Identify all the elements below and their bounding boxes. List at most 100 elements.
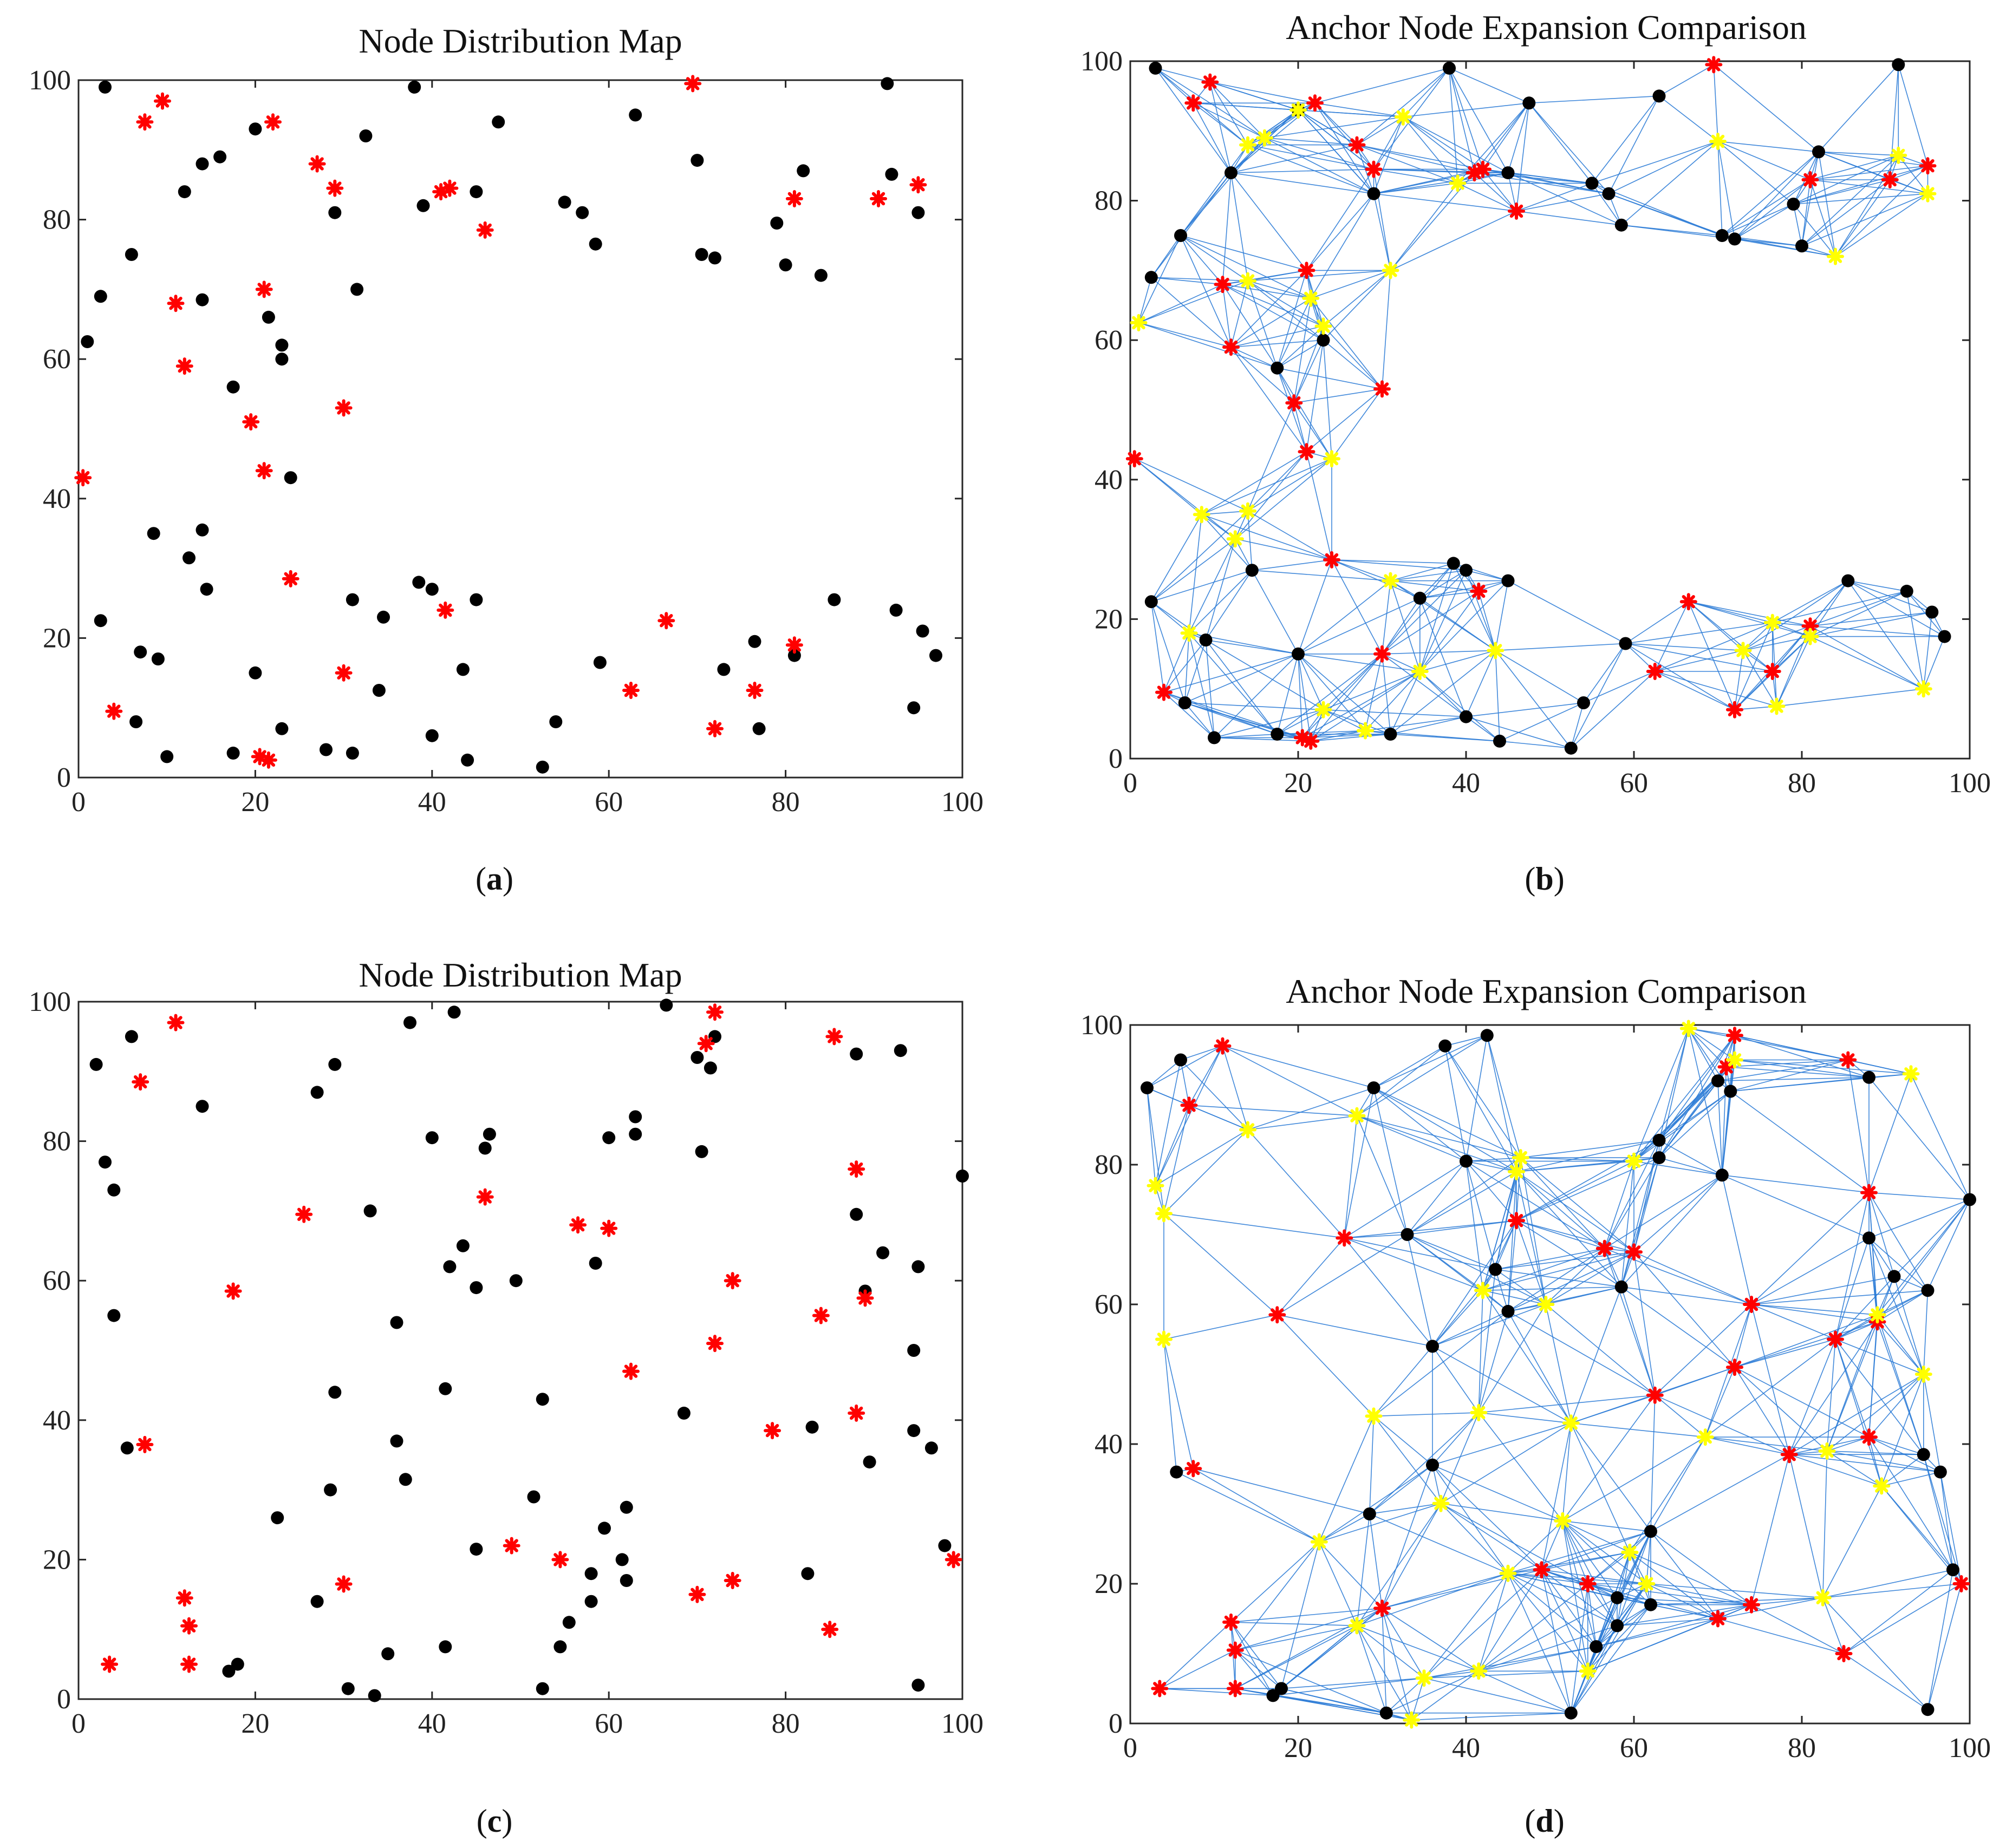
link-line bbox=[1357, 144, 1475, 173]
link-line bbox=[1541, 1569, 1647, 1584]
link-line bbox=[1252, 570, 1299, 655]
link-line bbox=[1306, 388, 1383, 452]
link-line bbox=[1247, 144, 1374, 194]
link-line bbox=[1419, 570, 1467, 599]
link-line bbox=[1382, 580, 1391, 654]
link-line bbox=[1621, 1287, 1735, 1368]
link-line bbox=[1419, 671, 1500, 742]
panel-d: 0 20 40 60 80 100 0 20 40 60 80 100 Anchor Node Expa… bbox=[1080, 972, 1991, 1839]
link-line bbox=[1314, 102, 1403, 117]
point-unknown bbox=[178, 185, 191, 199]
point-anchor bbox=[1679, 593, 1697, 611]
point-unknown bbox=[1917, 1448, 1930, 1461]
link-line bbox=[1688, 601, 1773, 672]
series-anchor-c bbox=[101, 1003, 962, 1673]
link-line bbox=[1180, 235, 1248, 282]
link-line bbox=[1927, 1199, 1970, 1291]
link-line bbox=[1482, 102, 1529, 170]
link-line bbox=[1835, 1338, 1924, 1375]
link-line bbox=[1571, 1625, 1618, 1714]
link-line bbox=[1214, 709, 1324, 739]
point-unknown bbox=[602, 1131, 616, 1145]
link-line bbox=[1529, 95, 1659, 104]
point-unknown bbox=[275, 722, 289, 735]
link-line bbox=[1923, 636, 1945, 689]
link-line bbox=[1474, 172, 1609, 194]
link-line bbox=[1188, 1046, 1223, 1106]
point-unknown bbox=[695, 1145, 708, 1158]
point-anchor bbox=[1184, 94, 1202, 112]
link-line bbox=[1147, 1087, 1164, 1214]
point-anchor bbox=[259, 751, 277, 769]
point-expanded bbox=[1868, 1306, 1886, 1324]
link-line bbox=[1659, 1157, 1723, 1176]
point-anchor bbox=[136, 1435, 154, 1453]
x-tick-label: 100 bbox=[941, 787, 984, 818]
point-anchor bbox=[441, 179, 459, 197]
point-unknown bbox=[363, 1204, 377, 1218]
point-unknown bbox=[770, 217, 784, 230]
link-line bbox=[1373, 1087, 1521, 1158]
point-anchor bbox=[657, 612, 675, 630]
link-line bbox=[1646, 1583, 1823, 1598]
point-unknown bbox=[222, 1664, 236, 1678]
link-line bbox=[1482, 1287, 1621, 1291]
link-line bbox=[1235, 1542, 1320, 1651]
point-unknown bbox=[1963, 1193, 1976, 1206]
point-unknown bbox=[372, 684, 386, 697]
link-line bbox=[1222, 284, 1311, 299]
point-unknown bbox=[748, 635, 761, 648]
point-unknown bbox=[196, 523, 209, 537]
link-line bbox=[1822, 1451, 1828, 1598]
point-unknown bbox=[399, 1473, 412, 1486]
link-line bbox=[1331, 559, 1421, 599]
link-line bbox=[1596, 1618, 1718, 1647]
point-unknown bbox=[1812, 145, 1825, 159]
link-line bbox=[1810, 611, 1932, 627]
link-line bbox=[1403, 68, 1450, 117]
point-unknown bbox=[134, 645, 147, 659]
point-anchor bbox=[255, 280, 273, 298]
point-expanded bbox=[1814, 1589, 1832, 1607]
point-expanded bbox=[1411, 663, 1429, 680]
link-line bbox=[1705, 1367, 1735, 1438]
link-line bbox=[1617, 1604, 1752, 1627]
link-line bbox=[1516, 1140, 1659, 1172]
link-line bbox=[1906, 591, 1924, 689]
link-line bbox=[1482, 169, 1517, 212]
point-anchor bbox=[167, 295, 185, 312]
link-line bbox=[1516, 1171, 1634, 1252]
point-expanded bbox=[1239, 1121, 1256, 1139]
panel-a-title: Node Distribution Map bbox=[359, 22, 682, 60]
link-line bbox=[1155, 1060, 1181, 1186]
link-line bbox=[1650, 1454, 1790, 1532]
point-unknown bbox=[456, 1239, 470, 1252]
link-line bbox=[1809, 179, 1836, 257]
point-anchor bbox=[1470, 582, 1488, 600]
link-line bbox=[1151, 511, 1248, 602]
point-unknown bbox=[1501, 574, 1515, 587]
link-line bbox=[1310, 298, 1324, 341]
link-line bbox=[1571, 702, 1584, 748]
point-anchor bbox=[1860, 1428, 1878, 1446]
link-line bbox=[1314, 102, 1375, 194]
link-line bbox=[1751, 1454, 1790, 1605]
link-line bbox=[1222, 1045, 1374, 1088]
point-expanded bbox=[1180, 624, 1198, 642]
link-line bbox=[1264, 137, 1374, 170]
link-line bbox=[1717, 1597, 1823, 1620]
x-tick-label: 40 bbox=[418, 787, 446, 818]
link-line bbox=[1163, 1105, 1190, 1214]
point-unknown bbox=[1938, 630, 1951, 643]
point-anchor bbox=[180, 1617, 198, 1635]
point-unknown bbox=[558, 195, 571, 209]
link-line bbox=[1927, 1583, 1962, 1710]
link-line bbox=[1159, 1622, 1232, 1689]
point-anchor bbox=[1125, 450, 1143, 468]
x-tick-label: 40 bbox=[1452, 768, 1480, 799]
point-expanded bbox=[1801, 628, 1819, 645]
point-anchor bbox=[175, 357, 193, 375]
link-line bbox=[1230, 144, 1357, 173]
link-line bbox=[1722, 1060, 1735, 1176]
link-line bbox=[1717, 141, 1810, 180]
